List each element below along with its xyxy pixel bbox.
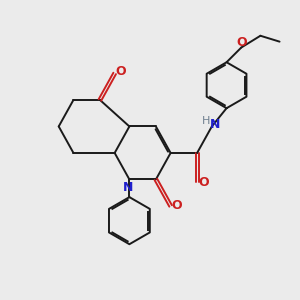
Text: O: O [172, 200, 182, 212]
Text: O: O [116, 65, 127, 79]
Text: O: O [236, 36, 247, 49]
Text: H: H [202, 116, 211, 126]
Text: N: N [210, 118, 220, 131]
Text: O: O [198, 176, 209, 189]
Text: N: N [123, 181, 133, 194]
